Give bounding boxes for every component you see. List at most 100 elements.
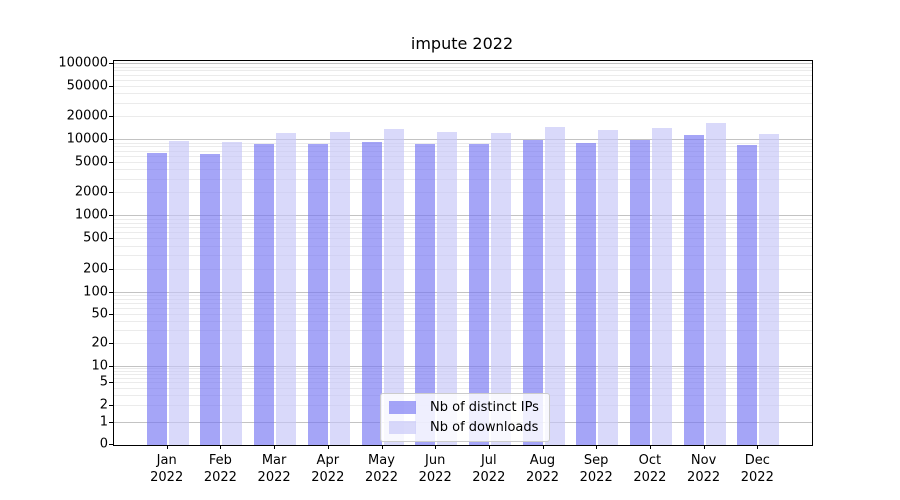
downloads-swatch-icon: [389, 421, 416, 434]
bar-distinct-ips: [307, 143, 328, 445]
minor-gridline: [114, 150, 812, 152]
minor-gridline: [114, 178, 812, 180]
minor-gridline: [114, 245, 812, 247]
x-tick-label: Jun 2022: [418, 453, 452, 485]
y-tick-label: 500: [83, 230, 108, 246]
bar-distinct-ips: [361, 141, 382, 445]
legend-item-distinct-ips: Nb of distinct IPs: [389, 400, 539, 415]
minor-gridline: [114, 238, 812, 240]
bar-distinct-ips: [576, 143, 597, 445]
y-tick-mark: [109, 292, 113, 293]
bar-downloads: [759, 133, 780, 445]
bar-distinct-ips: [683, 135, 704, 445]
legend-label: Nb of downloads: [430, 420, 539, 435]
x-tick-label: Nov 2022: [687, 453, 721, 485]
y-tick-label: 2000: [74, 184, 108, 200]
minor-gridline: [114, 146, 812, 148]
y-tick-label: 50000: [66, 78, 108, 94]
bar-distinct-ips: [737, 145, 758, 445]
bar-distinct-ips: [146, 152, 167, 445]
x-tick-label: Feb 2022: [203, 453, 237, 485]
minor-gridline: [114, 142, 812, 144]
major-gridline: [114, 63, 812, 64]
minor-gridline: [114, 330, 812, 332]
x-tick-mark: [488, 445, 490, 449]
y-tick-mark: [109, 63, 113, 64]
y-tick-label: 50: [91, 306, 108, 322]
minor-gridline: [114, 370, 812, 372]
minor-gridline: [114, 299, 812, 301]
y-tick-label: 2: [99, 397, 108, 413]
x-tick-label: Jul 2022: [472, 453, 506, 485]
bar-distinct-ips: [200, 154, 221, 445]
x-tick-label: Apr 2022: [311, 453, 345, 485]
bar-distinct-ips: [415, 144, 436, 445]
legend: Nb of distinct IPs Nb of downloads: [380, 393, 550, 442]
minor-gridline: [114, 218, 812, 220]
minor-gridline: [114, 226, 812, 228]
y-tick-mark: [109, 215, 113, 216]
minor-gridline: [114, 102, 812, 104]
legend-item-downloads: Nb of downloads: [389, 420, 539, 435]
y-tick-mark: [109, 139, 113, 140]
major-gridline: [114, 215, 812, 216]
x-tick-mark: [435, 445, 437, 449]
minor-gridline: [114, 268, 812, 270]
y-tick-label: 200: [83, 261, 108, 277]
bar-distinct-ips: [468, 144, 489, 445]
x-tick-label: Dec 2022: [740, 453, 774, 485]
bar-downloads: [168, 141, 189, 445]
y-tick-mark: [109, 314, 113, 316]
bar-downloads: [490, 133, 511, 445]
minor-gridline: [114, 66, 812, 68]
bar-downloads: [437, 131, 458, 445]
x-tick-label: Sep 2022: [579, 453, 613, 485]
minor-gridline: [114, 169, 812, 171]
major-gridline: [114, 292, 812, 293]
minor-gridline: [114, 343, 812, 345]
major-gridline: [114, 365, 812, 367]
minor-gridline: [114, 155, 812, 157]
minor-gridline: [114, 387, 812, 389]
y-tick-mark: [109, 192, 113, 194]
x-tick-mark: [596, 445, 598, 449]
minor-gridline: [114, 93, 812, 95]
bar-downloads: [383, 129, 404, 445]
x-tick-mark: [274, 445, 276, 449]
x-axis: Jan 2022 Feb 2022 Mar 2022 Apr 2022 May 2022…: [113, 445, 811, 495]
y-tick-mark: [109, 404, 113, 406]
y-tick-label: 10000: [66, 131, 108, 147]
x-tick-mark: [757, 445, 759, 449]
y-tick-mark: [109, 421, 113, 423]
x-tick-label: Jan 2022: [150, 453, 184, 485]
x-tick-mark: [327, 445, 329, 449]
y-tick-mark: [109, 444, 113, 445]
minor-gridline: [114, 377, 812, 379]
plot-area: Nb of distinct IPs Nb of downloads: [113, 60, 813, 446]
minor-gridline: [114, 295, 812, 297]
minor-gridline: [114, 79, 812, 81]
minor-gridline: [114, 232, 812, 234]
bar-downloads: [598, 130, 619, 445]
minor-gridline: [114, 74, 812, 76]
x-tick-mark: [381, 445, 383, 449]
y-tick-mark: [109, 238, 113, 240]
minor-gridline: [114, 314, 812, 316]
bar-downloads: [276, 132, 297, 445]
y-axis: 0 1 2 5 10 20 50 100 200 500 1000 2000 5000 10000 2000…: [0, 56, 108, 452]
minor-gridline: [114, 70, 812, 72]
bar-downloads: [222, 142, 243, 445]
bar-downloads: [329, 131, 350, 445]
y-tick-mark: [109, 382, 113, 384]
y-tick-label: 5: [99, 374, 108, 390]
y-tick-mark: [109, 343, 113, 345]
x-tick-mark: [220, 445, 222, 449]
y-tick-label: 10: [91, 358, 108, 373]
minor-gridline: [114, 116, 812, 118]
x-tick-label: May 2022: [364, 453, 399, 485]
bar-downloads: [705, 122, 726, 445]
y-tick-mark: [109, 161, 113, 163]
y-tick-label: 0: [99, 436, 108, 452]
bar-distinct-ips: [522, 140, 543, 445]
